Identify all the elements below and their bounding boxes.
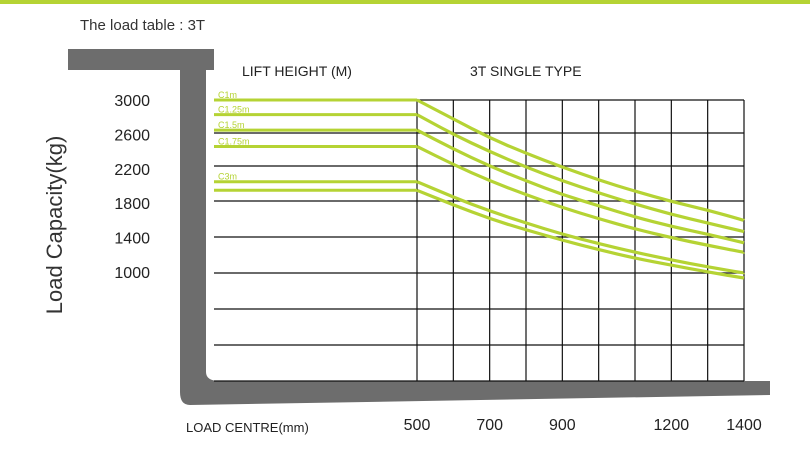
fork-shape [68, 49, 770, 405]
lift-height-lines: C1m C1.25m C1.5m C1.75m C3m [214, 90, 417, 192]
y-tick-label: 2200 [114, 162, 150, 179]
x-axis-label: LOAD CENTRE(mm) [186, 420, 309, 435]
x-tick-label: 500 [404, 417, 431, 434]
y-tick-label: 1400 [114, 231, 150, 248]
curve-series-5 [416, 180, 746, 275]
y-tick-label: 3000 [114, 93, 150, 110]
model-label: 3T SINGLE TYPE [470, 63, 582, 79]
series-label: C1.75m [218, 136, 250, 146]
top-accent-bar [0, 0, 810, 4]
series-label: C1.25m [218, 105, 250, 115]
curve-series-6 [416, 188, 745, 280]
table-title: The load table : 3T [80, 17, 205, 34]
curve-series-3 [416, 128, 745, 245]
curve-series-4 [416, 144, 746, 254]
capacity-curves [416, 98, 746, 280]
series-label: C3m [218, 172, 237, 182]
series-label: C1.5m [218, 120, 245, 130]
x-tick-label: 1400 [726, 417, 762, 434]
y-tick-label: 2600 [114, 127, 150, 144]
x-tick-labels: 500 700 900 1200 1400 [404, 417, 762, 434]
curve-series-1 [416, 98, 746, 222]
lift-height-label: LIFT HEIGHT (M) [242, 63, 352, 79]
y-tick-label: 1800 [114, 196, 150, 213]
y-axis-label: Load Capacity(kg) [42, 136, 67, 315]
x-tick-label: 900 [549, 417, 576, 434]
series-label: C1m [218, 90, 237, 100]
curve-series-2 [416, 113, 745, 234]
chart-grid [214, 99, 745, 382]
x-tick-label: 1200 [654, 417, 690, 434]
x-tick-label: 700 [476, 417, 503, 434]
y-tick-label: 1000 [114, 265, 150, 282]
y-tick-labels: 3000 2600 2200 1800 1400 1000 [114, 93, 150, 282]
